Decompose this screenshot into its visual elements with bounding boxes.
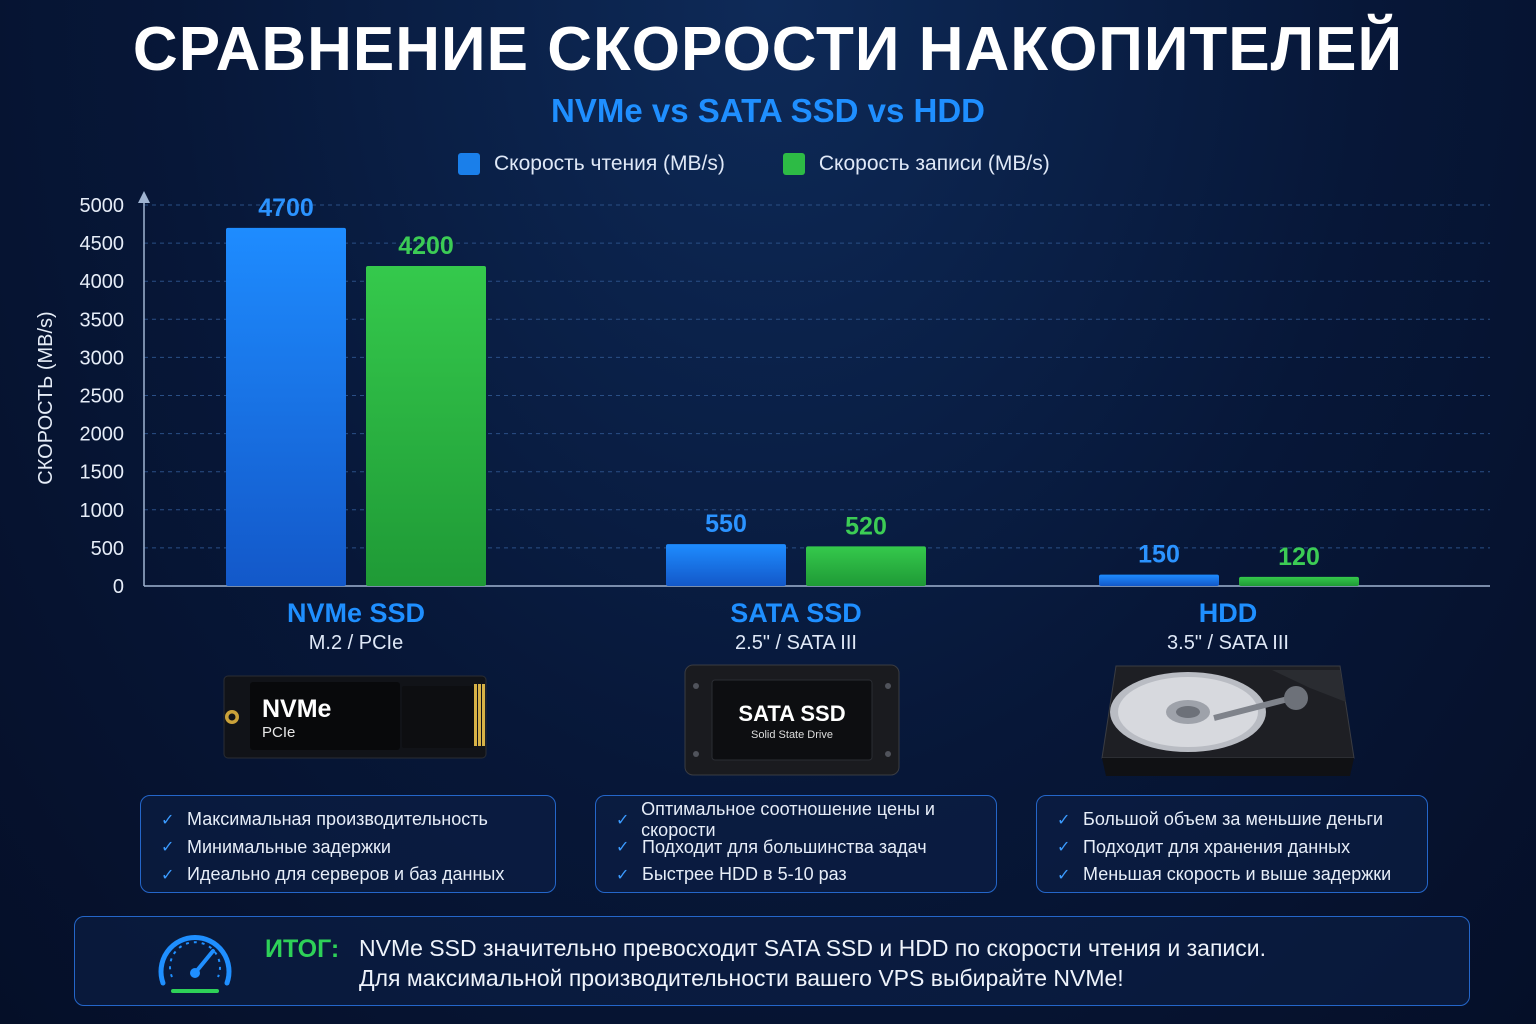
legend-swatch-read xyxy=(458,153,480,175)
data-label-write: 120 xyxy=(1278,543,1320,571)
y-tick-label: 5000 xyxy=(80,195,125,217)
category-sub-nvme: M.2 / PCIe xyxy=(308,632,404,654)
speedometer-icon xyxy=(158,935,232,993)
feature-text: Идеально для серверов и баз данных xyxy=(187,864,505,885)
data-label-read: 550 xyxy=(705,510,747,538)
feature-item: ✓ Подходит для большинства задач xyxy=(616,834,996,862)
bar-write xyxy=(806,546,926,586)
legend-swatch-write xyxy=(782,153,805,175)
page-title: СРАВНЕНИЕ СКОРОСТИ НАКОПИТЕЛЕЙ xyxy=(132,15,1404,84)
bar-write xyxy=(366,265,486,586)
sata-drive-sublabel: Solid State Drive xyxy=(751,729,833,741)
y-tick-label: 4500 xyxy=(80,233,125,255)
y-axis-label: СКОРОСТЬ (MB/s) xyxy=(35,311,57,484)
data-label-read: 4700 xyxy=(258,194,314,222)
y-tick-label: 500 xyxy=(91,538,124,560)
bar-read xyxy=(226,227,346,587)
feature-item: ✓ Большой объем за меньшие деньги xyxy=(1057,806,1427,834)
feature-item: ✓ Быстрее HDD в 5-10 раз xyxy=(616,861,996,889)
summary-line-1: NVMe SSD значительно превосходит SATA SS… xyxy=(359,935,1267,961)
y-tick-label: 2500 xyxy=(80,386,125,408)
check-icon: ✓ xyxy=(616,839,630,857)
feature-text: Большой объем за меньшие деньги xyxy=(1083,809,1384,830)
data-label-write: 520 xyxy=(845,512,887,540)
category-label-hdd: HDD xyxy=(1198,598,1258,628)
feature-card-nvme: ✓ Максимальная производительность ✓ Минима… xyxy=(140,795,556,893)
summary-label: ИТОГ: xyxy=(265,935,340,963)
nvme-drive-label: NVMe xyxy=(262,695,332,723)
data-label-write: 4200 xyxy=(398,232,454,260)
feature-card-sata: ✓ Оптимальное соотношение цены и скорости… xyxy=(595,795,997,893)
summary-text: NVMe SSD значительно превосходит SATA SS… xyxy=(359,933,1266,993)
nvme-drive-sublabel: PCIe xyxy=(262,724,295,741)
feature-text: Подходит для большинства задач xyxy=(642,836,927,857)
legend-label-write: Скорость записи (MB/s) xyxy=(818,152,1050,175)
feature-text: Подходит для хранения данных xyxy=(1083,836,1351,857)
check-icon: ✓ xyxy=(1057,811,1071,829)
feature-item: ✓ Идеально для серверов и баз данных xyxy=(161,861,555,889)
check-icon: ✓ xyxy=(161,811,175,829)
y-tick-label: 3000 xyxy=(80,347,125,369)
check-icon: ✓ xyxy=(1057,866,1071,884)
legend-label-read: Скорость чтения (MB/s) xyxy=(494,152,725,175)
y-tick-label: 0 xyxy=(113,576,124,598)
sata-ssd-image: SATA SSD Solid State Drive xyxy=(684,664,900,776)
category-sub-sata: 2.5" / SATA III xyxy=(735,632,857,654)
category-sub-hdd: 3.5" / SATA III xyxy=(1167,632,1289,654)
summary-box: ИТОГ: NVMe SSD значительно превосходит S… xyxy=(74,916,1470,1006)
check-icon: ✓ xyxy=(616,866,630,884)
y-tick-label: 4000 xyxy=(80,271,125,293)
nvme-drive-image: NVMe PCIe xyxy=(223,675,487,759)
check-icon: ✓ xyxy=(161,839,175,857)
bar-read xyxy=(666,544,786,586)
feature-item: ✓ Подходит для хранения данных xyxy=(1057,834,1427,862)
check-icon: ✓ xyxy=(616,811,630,829)
feature-card-hdd: ✓ Большой объем за меньшие деньги ✓ Подход… xyxy=(1036,795,1428,893)
y-axis-arrow-icon xyxy=(138,191,150,203)
feature-text: Максимальная производительность xyxy=(187,809,488,830)
chart-legend: Скорость чтения (MB/s) Скорость записи (… xyxy=(458,150,1108,178)
feature-item: ✓ Минимальные задержки xyxy=(161,834,555,862)
sata-drive-label: SATA SSD xyxy=(738,701,845,726)
feature-text: Минимальные задержки xyxy=(187,836,391,857)
feature-item: ✓ Оптимальное соотношение цены и скорости xyxy=(616,799,996,840)
data-label-read: 150 xyxy=(1138,541,1180,569)
check-icon: ✓ xyxy=(161,866,175,884)
page-subtitle: NVMe vs SATA SSD vs HDD xyxy=(551,92,985,129)
category-label-nvme: NVMe SSD xyxy=(286,598,426,628)
feature-text: Меньшая скорость и выше задержки xyxy=(1083,864,1392,885)
legend-item-read: Скорость чтения (MB/s) xyxy=(458,152,725,176)
y-tick-label: 1000 xyxy=(80,500,125,522)
bar-read xyxy=(1099,574,1219,586)
feature-item: ✓ Меньшая скорость и выше задержки xyxy=(1057,861,1427,889)
legend-item-write: Скорость записи (MB/s) xyxy=(782,152,1050,176)
bar-write xyxy=(1239,576,1359,586)
y-tick-label: 1500 xyxy=(80,462,125,484)
feature-text: Быстрее HDD в 5-10 раз xyxy=(642,864,847,885)
feature-text: Оптимальное соотношение цены и скорости xyxy=(641,798,935,840)
bar-chart: 0 500 1000 1500 2000 2500 3000 3500 4000 4500 5000… xyxy=(35,191,1490,598)
summary-line-2: Для максимальной производительности ваше… xyxy=(359,965,1124,991)
feature-item: ✓ Максимальная производительность xyxy=(161,806,555,834)
hdd-image xyxy=(1101,665,1355,776)
check-icon: ✓ xyxy=(1057,839,1071,857)
y-tick-label: 2000 xyxy=(80,424,125,446)
category-label-sata: SATA SSD xyxy=(730,598,862,628)
y-tick-label: 3500 xyxy=(80,309,125,331)
